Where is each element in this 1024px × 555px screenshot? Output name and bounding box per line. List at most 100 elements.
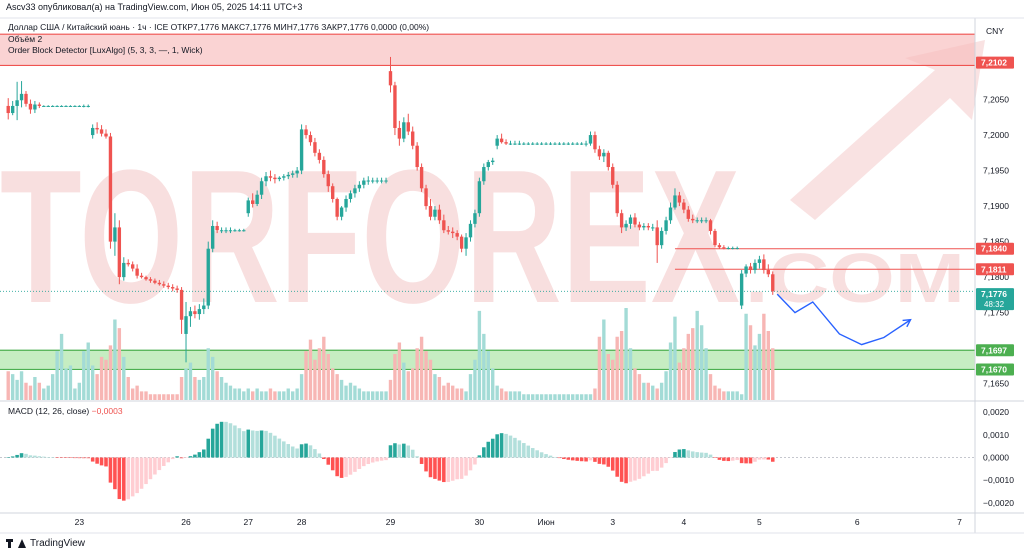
candle-body: [397, 127, 402, 139]
volume-bar: [135, 385, 139, 400]
macd-histogram-bar: [593, 457, 597, 462]
macd-histogram-bar: [606, 457, 611, 467]
candle-body: [117, 227, 122, 278]
currency-label[interactable]: CNY: [986, 26, 1004, 36]
macd-legend[interactable]: MACD (12, 26, close) −0,0003: [8, 406, 123, 416]
candle-body: [731, 248, 735, 249]
candle-body: [233, 230, 237, 232]
volume-bar: [268, 388, 273, 400]
volume-legend[interactable]: Объём 2: [8, 34, 43, 44]
volume-bar: [726, 391, 730, 400]
volume-bar: [686, 333, 690, 400]
price-tag-resistance: [976, 56, 1014, 69]
candle-body: [619, 213, 624, 228]
macd-histogram-bar: [197, 452, 202, 458]
volume-bar: [255, 388, 259, 400]
volume-bar: [379, 391, 384, 400]
volume-bar: [64, 368, 68, 400]
volume-bar: [655, 388, 659, 400]
candle-body: [691, 218, 695, 221]
macd-histogram-bar: [99, 457, 104, 466]
macd-histogram-bar: [557, 457, 562, 459]
macd-histogram-bar: [757, 457, 762, 460]
macd-histogram-bar: [299, 444, 304, 458]
candle-body: [313, 142, 317, 153]
macd-histogram-bar: [246, 429, 251, 458]
candle-body: [331, 186, 335, 199]
candle-body: [162, 284, 166, 286]
time-tick-label: 3: [610, 517, 615, 527]
macd-histogram-bar: [637, 457, 642, 479]
candle-body: [526, 143, 530, 145]
candle-body: [42, 105, 46, 107]
macd-histogram-bar: [597, 457, 602, 464]
candle-body: [326, 174, 330, 187]
candle-body: [308, 135, 313, 143]
candle-body: [499, 138, 504, 143]
macd-histogram-bar: [397, 444, 402, 458]
volume-bar: [144, 391, 148, 400]
volume-bar: [691, 328, 695, 400]
volume-bar: [375, 391, 379, 400]
volume-bar: [539, 394, 544, 400]
candle-body: [108, 136, 113, 242]
macd-histogram-bar: [664, 457, 668, 464]
time-tick-label: 27: [244, 517, 254, 527]
volume-bar: [402, 362, 406, 400]
symbol-legend[interactable]: Доллар США / Китайский юань · 1ч · ICE О…: [8, 22, 430, 32]
volume-bar: [108, 345, 113, 400]
volume-bar: [188, 362, 193, 400]
time-tick-label: 29: [386, 517, 396, 527]
candle-body: [477, 181, 482, 214]
macd-histogram-bar: [713, 457, 717, 458]
candle-body: [255, 194, 259, 204]
volume-bar: [331, 368, 335, 400]
volume-bar: [99, 356, 104, 400]
macd-histogram-bar: [304, 443, 308, 458]
candle-body: [344, 198, 348, 208]
macd-histogram-bar: [148, 457, 153, 480]
macd-histogram-bar: [122, 457, 126, 501]
macd-histogram-bar: [744, 457, 748, 464]
candle-body: [575, 143, 579, 145]
volume-bar: [153, 394, 157, 400]
price-tag-resistance: [976, 263, 1014, 276]
macd-histogram-bar: [15, 454, 19, 458]
macd-histogram-bar: [442, 457, 446, 483]
volume-bar: [682, 348, 686, 400]
candle-body: [393, 85, 397, 128]
macd-histogram-bar: [64, 457, 68, 458]
indicator-legend[interactable]: Order Block Detector [LuxAlgo] (5, 3, 3,…: [8, 45, 203, 55]
macd-histogram-bar: [210, 428, 215, 458]
price-tick-label: 7,1750: [983, 308, 1009, 318]
macd-histogram-bar: [615, 457, 619, 477]
macd-histogram-bar: [366, 457, 371, 465]
tradingview-footer[interactable]: TradingView: [6, 538, 85, 549]
volume-bar: [28, 385, 33, 400]
candle-body: [739, 273, 744, 306]
candle-body: [717, 245, 722, 248]
volume-bar: [766, 331, 770, 400]
macd-histogram-bar: [166, 457, 171, 463]
candle-body: [33, 104, 37, 110]
time-tick-label: 26: [181, 517, 191, 527]
candle-body: [366, 180, 370, 182]
macd-histogram-bar: [362, 457, 366, 467]
macd-histogram-bar: [437, 457, 442, 481]
macd-histogram-bar: [348, 457, 353, 475]
macd-histogram-bar: [237, 428, 242, 458]
candle-body: [766, 270, 770, 275]
volume-bar: [179, 377, 184, 400]
macd-histogram-bar: [410, 449, 415, 458]
volume-bar: [55, 351, 59, 400]
macd-histogram-bar: [6, 457, 11, 458]
volume-bar: [286, 388, 290, 400]
candle-body: [668, 207, 673, 221]
watermark-suffix: .COM: [745, 239, 965, 317]
candle-body: [157, 282, 162, 285]
volume-bar: [406, 371, 410, 400]
volume-bar: [242, 391, 246, 400]
macd-histogram-bar: [77, 457, 82, 459]
macd-histogram-bar: [224, 421, 228, 458]
volume-bar: [322, 336, 326, 400]
